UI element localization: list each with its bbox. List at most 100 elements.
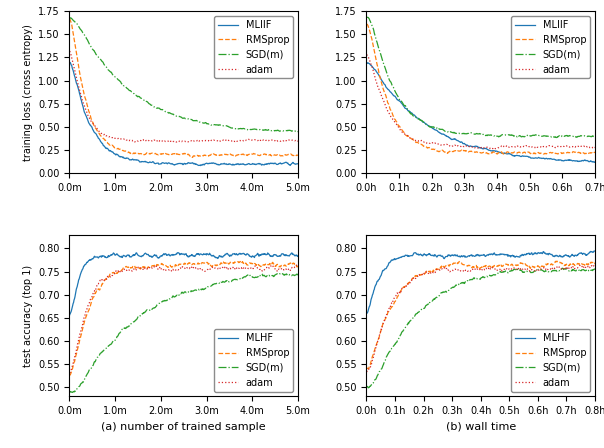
RMSprop <box>66 16 73 21</box>
SGD(m) <box>591 133 599 138</box>
RMSprop <box>473 265 480 270</box>
SGD(m) <box>66 389 73 395</box>
RMSprop <box>591 262 599 267</box>
Line: MLIIF: MLIIF <box>69 62 298 166</box>
adam <box>500 143 507 148</box>
RMSprop <box>551 150 558 155</box>
MLHF <box>175 250 182 255</box>
SGD(m) <box>278 271 285 276</box>
adam <box>202 138 210 143</box>
adam <box>66 370 73 375</box>
SGD(m) <box>202 285 210 291</box>
RMSprop <box>176 262 183 267</box>
RMSprop <box>202 260 209 266</box>
adam <box>487 266 494 271</box>
Line: RMSprop: RMSprop <box>367 24 595 155</box>
RMSprop <box>294 153 301 158</box>
MLIIF <box>364 60 371 65</box>
MLIIF <box>473 144 480 149</box>
Line: MLIIF: MLIIF <box>367 63 595 163</box>
RMSprop <box>473 149 480 155</box>
SGD(m) <box>254 127 261 132</box>
Line: SGD(m): SGD(m) <box>69 273 298 392</box>
adam <box>66 48 73 54</box>
SGD(m) <box>365 385 372 391</box>
MLHF <box>202 251 210 257</box>
adam <box>363 52 370 58</box>
RMSprop <box>500 151 507 156</box>
RMSprop <box>294 264 301 270</box>
MLHF <box>254 251 261 257</box>
X-axis label: (b) wall time: (b) wall time <box>446 422 516 432</box>
SGD(m) <box>67 15 74 21</box>
Legend: MLIIF, RMSprop, SGD(m), adam: MLIIF, RMSprop, SGD(m), adam <box>512 16 590 78</box>
adam <box>364 369 371 374</box>
RMSprop <box>472 150 479 155</box>
MLHF <box>586 250 594 255</box>
Line: SGD(m): SGD(m) <box>367 268 595 388</box>
SGD(m) <box>254 275 261 280</box>
adam <box>176 265 183 271</box>
RMSprop <box>586 260 594 265</box>
adam <box>577 262 585 267</box>
SGD(m) <box>175 292 182 297</box>
Y-axis label: training loss (cross entropy): training loss (cross entropy) <box>22 24 33 160</box>
RMSprop <box>591 150 599 155</box>
MLHF <box>174 250 181 255</box>
RMSprop <box>190 153 197 159</box>
RMSprop <box>553 258 560 264</box>
SGD(m) <box>294 272 301 277</box>
RMSprop <box>363 22 370 27</box>
adam <box>294 262 301 267</box>
Line: adam: adam <box>367 55 595 149</box>
adam <box>586 265 594 271</box>
SGD(m) <box>551 267 558 273</box>
SGD(m) <box>500 269 507 275</box>
SGD(m) <box>289 129 297 134</box>
MLIIF <box>591 160 598 165</box>
RMSprop <box>237 258 245 263</box>
RMSprop <box>363 22 370 27</box>
MLIIF <box>254 161 262 167</box>
RMSprop <box>289 153 297 158</box>
SGD(m) <box>472 276 479 281</box>
SGD(m) <box>66 16 73 21</box>
adam <box>591 145 599 150</box>
SGD(m) <box>586 134 594 139</box>
MLIIF <box>500 151 507 156</box>
RMSprop <box>487 150 494 155</box>
SGD(m) <box>551 134 558 140</box>
MLHF <box>591 248 599 254</box>
MLHF <box>66 313 73 318</box>
SGD(m) <box>290 272 297 278</box>
adam <box>294 263 301 268</box>
adam <box>472 145 479 150</box>
adam <box>551 265 558 271</box>
MLIIF <box>586 159 594 164</box>
SGD(m) <box>363 15 370 20</box>
adam <box>487 146 494 151</box>
MLHF <box>190 254 197 259</box>
SGD(m) <box>175 114 182 119</box>
SGD(m) <box>190 118 197 123</box>
MLHF <box>590 248 597 254</box>
SGD(m) <box>487 132 494 138</box>
adam <box>591 263 599 269</box>
adam <box>294 138 301 144</box>
Y-axis label: test accuracy (top 1): test accuracy (top 1) <box>22 264 33 366</box>
RMSprop <box>501 152 509 157</box>
adam <box>473 266 480 271</box>
SGD(m) <box>500 132 507 138</box>
MLIIF <box>66 60 74 65</box>
adam <box>500 268 507 273</box>
SGD(m) <box>553 135 560 140</box>
Legend: MLIIF, RMSprop, SGD(m), adam: MLIIF, RMSprop, SGD(m), adam <box>214 16 293 78</box>
X-axis label: (a) number of trained sample: (a) number of trained sample <box>101 422 266 432</box>
RMSprop <box>365 366 372 371</box>
Line: SGD(m): SGD(m) <box>367 17 595 138</box>
SGD(m) <box>69 390 76 395</box>
adam <box>551 145 558 150</box>
MLIIF <box>203 161 210 166</box>
MLHF <box>363 310 370 316</box>
SGD(m) <box>294 129 301 134</box>
